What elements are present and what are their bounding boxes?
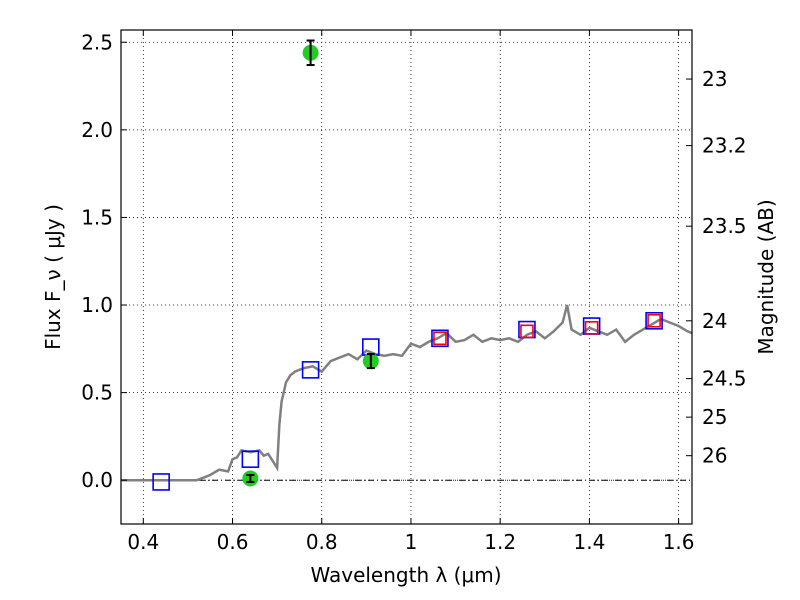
plot-frame bbox=[120, 29, 693, 525]
right-tick-label: 24 bbox=[702, 309, 727, 333]
blue-square-point bbox=[241, 450, 260, 468]
axis-ticks: 0.4 0.6 0.8 1 1.2 1.4 1.6 0.0 0.5 1.0 1.5 2.0 2.5 23 2… bbox=[81, 30, 747, 554]
y-tick-label: 0.5 bbox=[81, 381, 113, 405]
right-tick-label: 23.5 bbox=[702, 214, 747, 238]
x-tick-label: 1.4 bbox=[573, 530, 605, 554]
red-square-point bbox=[584, 321, 599, 335]
y-tick-label: 1.0 bbox=[81, 293, 113, 317]
model-spectrum-line bbox=[121, 304, 693, 482]
red-square-point bbox=[433, 331, 447, 346]
right-tick-label: 24.5 bbox=[702, 367, 747, 391]
y-tick-label: 2.0 bbox=[81, 118, 113, 142]
x-tick-label: 0.4 bbox=[127, 530, 159, 554]
x-axis-label: Wavelength λ (μm) bbox=[310, 563, 501, 587]
right-tick-label: 26 bbox=[702, 444, 727, 468]
red-square-point bbox=[647, 313, 661, 328]
red-square-point bbox=[520, 324, 534, 339]
y-tick-label: 1.5 bbox=[81, 205, 113, 229]
plot-area bbox=[121, 39, 693, 491]
x-tick-label: 1.6 bbox=[663, 530, 695, 554]
blue-square-point bbox=[301, 361, 320, 379]
blue-square-point bbox=[152, 473, 170, 491]
right-tick-label: 23 bbox=[702, 67, 727, 91]
x-tick-label: 0.8 bbox=[306, 530, 338, 554]
x-tick-label: 0.6 bbox=[217, 530, 249, 554]
blue-square-point bbox=[645, 311, 663, 330]
y-axis-label: Flux F_ν ( μJy ) bbox=[41, 204, 65, 350]
blue-square-point bbox=[431, 329, 449, 348]
grid-lines bbox=[121, 30, 692, 524]
right-tick-label: 25 bbox=[702, 405, 727, 429]
x-tick-label: 1 bbox=[405, 530, 418, 554]
right-axis-label: Magnitude (AB) bbox=[754, 199, 778, 354]
y-tick-label: 0.0 bbox=[81, 468, 113, 492]
y-tick-label: 2.5 bbox=[81, 30, 113, 54]
x-tick-label: 1.2 bbox=[484, 530, 516, 554]
right-tick-label: 23.2 bbox=[702, 134, 747, 158]
